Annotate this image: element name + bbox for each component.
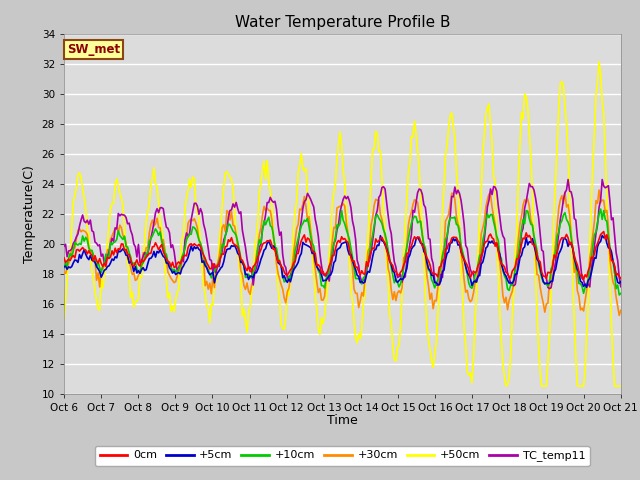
Title: Water Temperature Profile B: Water Temperature Profile B [235, 15, 450, 30]
Text: SW_met: SW_met [67, 43, 120, 56]
X-axis label: Time: Time [327, 414, 358, 427]
Y-axis label: Temperature(C): Temperature(C) [23, 165, 36, 263]
Legend: 0cm, +5cm, +10cm, +30cm, +50cm, TC_temp11: 0cm, +5cm, +10cm, +30cm, +50cm, TC_temp1… [95, 446, 589, 466]
